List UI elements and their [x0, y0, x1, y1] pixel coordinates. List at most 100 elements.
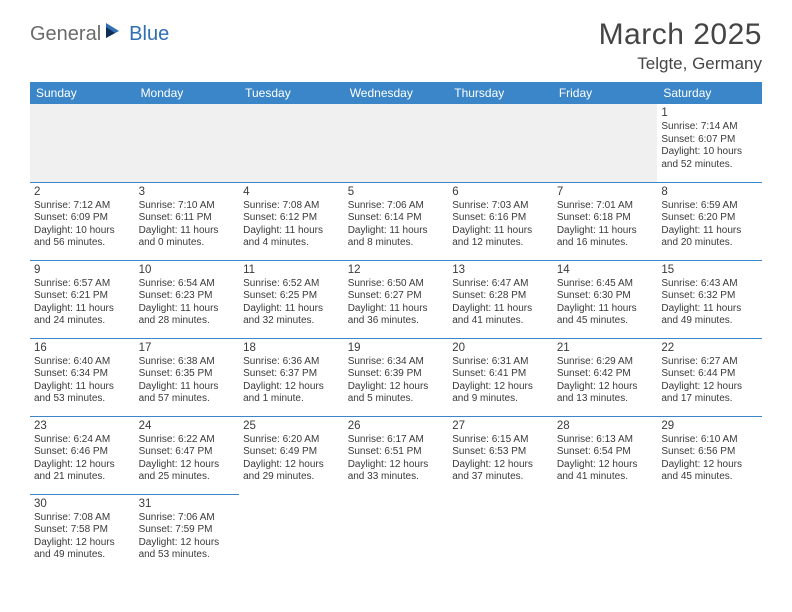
- calendar-cell: 31Sunrise: 7:06 AMSunset: 7:59 PMDayligh…: [135, 494, 240, 572]
- day-number: 6: [452, 185, 549, 199]
- daylight-text: and 41 minutes.: [557, 471, 654, 484]
- sunrise-text: Sunrise: 6:40 AM: [34, 356, 131, 369]
- calendar-cell: [135, 104, 240, 182]
- daylight-text: and 1 minute.: [243, 393, 340, 406]
- day-number: 24: [139, 419, 236, 433]
- daylight-text: Daylight: 11 hours: [661, 303, 758, 316]
- day-number: 14: [557, 263, 654, 277]
- sunset-text: Sunset: 6:47 PM: [139, 446, 236, 459]
- calendar-cell: 29Sunrise: 6:10 AMSunset: 6:56 PMDayligh…: [657, 416, 762, 494]
- daylight-text: and 36 minutes.: [348, 315, 445, 328]
- daylight-text: Daylight: 12 hours: [34, 537, 131, 550]
- day-number: 23: [34, 419, 131, 433]
- calendar-cell: 11Sunrise: 6:52 AMSunset: 6:25 PMDayligh…: [239, 260, 344, 338]
- day-number: 25: [243, 419, 340, 433]
- calendar-cell: 25Sunrise: 6:20 AMSunset: 6:49 PMDayligh…: [239, 416, 344, 494]
- calendar-table: Sunday Monday Tuesday Wednesday Thursday…: [30, 82, 762, 572]
- daylight-text: and 28 minutes.: [139, 315, 236, 328]
- daylight-text: and 57 minutes.: [139, 393, 236, 406]
- sunrise-text: Sunrise: 6:59 AM: [661, 200, 758, 213]
- daylight-text: Daylight: 11 hours: [557, 303, 654, 316]
- day-number: 22: [661, 341, 758, 355]
- calendar-cell: 22Sunrise: 6:27 AMSunset: 6:44 PMDayligh…: [657, 338, 762, 416]
- day-number: 21: [557, 341, 654, 355]
- day-number: 4: [243, 185, 340, 199]
- sunset-text: Sunset: 6:30 PM: [557, 290, 654, 303]
- sunset-text: Sunset: 6:41 PM: [452, 368, 549, 381]
- sunrise-text: Sunrise: 7:08 AM: [34, 512, 131, 525]
- calendar-cell: 3Sunrise: 7:10 AMSunset: 6:11 PMDaylight…: [135, 182, 240, 260]
- daylight-text: Daylight: 12 hours: [139, 459, 236, 472]
- calendar-cell: 21Sunrise: 6:29 AMSunset: 6:42 PMDayligh…: [553, 338, 658, 416]
- weekday-header: Saturday: [657, 82, 762, 104]
- calendar-cell: [553, 494, 658, 572]
- daylight-text: Daylight: 11 hours: [34, 381, 131, 394]
- sunrise-text: Sunrise: 7:14 AM: [661, 121, 758, 134]
- sunrise-text: Sunrise: 6:27 AM: [661, 356, 758, 369]
- sunset-text: Sunset: 6:16 PM: [452, 212, 549, 225]
- sunrise-text: Sunrise: 7:10 AM: [139, 200, 236, 213]
- sunset-text: Sunset: 6:42 PM: [557, 368, 654, 381]
- sunset-text: Sunset: 7:59 PM: [139, 524, 236, 537]
- calendar-row: 30Sunrise: 7:08 AMSunset: 7:58 PMDayligh…: [30, 494, 762, 572]
- sunrise-text: Sunrise: 7:06 AM: [348, 200, 445, 213]
- sunrise-text: Sunrise: 6:17 AM: [348, 434, 445, 447]
- sunset-text: Sunset: 6:51 PM: [348, 446, 445, 459]
- calendar-cell: 8Sunrise: 6:59 AMSunset: 6:20 PMDaylight…: [657, 182, 762, 260]
- day-number: 29: [661, 419, 758, 433]
- calendar-cell: 5Sunrise: 7:06 AMSunset: 6:14 PMDaylight…: [344, 182, 449, 260]
- daylight-text: and 52 minutes.: [661, 159, 758, 172]
- day-number: 8: [661, 185, 758, 199]
- daylight-text: and 0 minutes.: [139, 237, 236, 250]
- daylight-text: and 56 minutes.: [34, 237, 131, 250]
- sunset-text: Sunset: 6:18 PM: [557, 212, 654, 225]
- sunset-text: Sunset: 6:23 PM: [139, 290, 236, 303]
- daylight-text: and 16 minutes.: [557, 237, 654, 250]
- daylight-text: and 45 minutes.: [557, 315, 654, 328]
- sunrise-text: Sunrise: 6:38 AM: [139, 356, 236, 369]
- sunset-text: Sunset: 6:49 PM: [243, 446, 340, 459]
- sunrise-text: Sunrise: 6:13 AM: [557, 434, 654, 447]
- calendar-cell: 30Sunrise: 7:08 AMSunset: 7:58 PMDayligh…: [30, 494, 135, 572]
- calendar-row: 16Sunrise: 6:40 AMSunset: 6:34 PMDayligh…: [30, 338, 762, 416]
- sunrise-text: Sunrise: 6:52 AM: [243, 278, 340, 291]
- day-number: 12: [348, 263, 445, 277]
- sunset-text: Sunset: 6:56 PM: [661, 446, 758, 459]
- daylight-text: Daylight: 12 hours: [34, 459, 131, 472]
- calendar-cell: 19Sunrise: 6:34 AMSunset: 6:39 PMDayligh…: [344, 338, 449, 416]
- calendar-row: 23Sunrise: 6:24 AMSunset: 6:46 PMDayligh…: [30, 416, 762, 494]
- weekday-header-row: Sunday Monday Tuesday Wednesday Thursday…: [30, 82, 762, 104]
- sunset-text: Sunset: 6:46 PM: [34, 446, 131, 459]
- daylight-text: Daylight: 12 hours: [557, 459, 654, 472]
- sunset-text: Sunset: 6:54 PM: [557, 446, 654, 459]
- logo: General Blue: [30, 22, 169, 47]
- daylight-text: and 13 minutes.: [557, 393, 654, 406]
- calendar-cell: [344, 494, 449, 572]
- calendar-cell: [553, 104, 658, 182]
- calendar-cell: [239, 104, 344, 182]
- daylight-text: Daylight: 11 hours: [243, 303, 340, 316]
- sunset-text: Sunset: 6:12 PM: [243, 212, 340, 225]
- daylight-text: Daylight: 11 hours: [348, 303, 445, 316]
- day-number: 10: [139, 263, 236, 277]
- daylight-text: Daylight: 11 hours: [139, 225, 236, 238]
- sunrise-text: Sunrise: 6:20 AM: [243, 434, 340, 447]
- day-number: 7: [557, 185, 654, 199]
- day-number: 19: [348, 341, 445, 355]
- day-number: 18: [243, 341, 340, 355]
- calendar-cell: 23Sunrise: 6:24 AMSunset: 6:46 PMDayligh…: [30, 416, 135, 494]
- calendar-cell: 20Sunrise: 6:31 AMSunset: 6:41 PMDayligh…: [448, 338, 553, 416]
- weekday-header: Wednesday: [344, 82, 449, 104]
- day-number: 20: [452, 341, 549, 355]
- calendar-cell: 12Sunrise: 6:50 AMSunset: 6:27 PMDayligh…: [344, 260, 449, 338]
- sunrise-text: Sunrise: 7:01 AM: [557, 200, 654, 213]
- sunrise-text: Sunrise: 7:08 AM: [243, 200, 340, 213]
- day-number: 27: [452, 419, 549, 433]
- day-number: 13: [452, 263, 549, 277]
- calendar-row: 2Sunrise: 7:12 AMSunset: 6:09 PMDaylight…: [30, 182, 762, 260]
- calendar-cell: 27Sunrise: 6:15 AMSunset: 6:53 PMDayligh…: [448, 416, 553, 494]
- sunrise-text: Sunrise: 6:22 AM: [139, 434, 236, 447]
- daylight-text: Daylight: 12 hours: [139, 537, 236, 550]
- sunset-text: Sunset: 6:14 PM: [348, 212, 445, 225]
- day-number: 16: [34, 341, 131, 355]
